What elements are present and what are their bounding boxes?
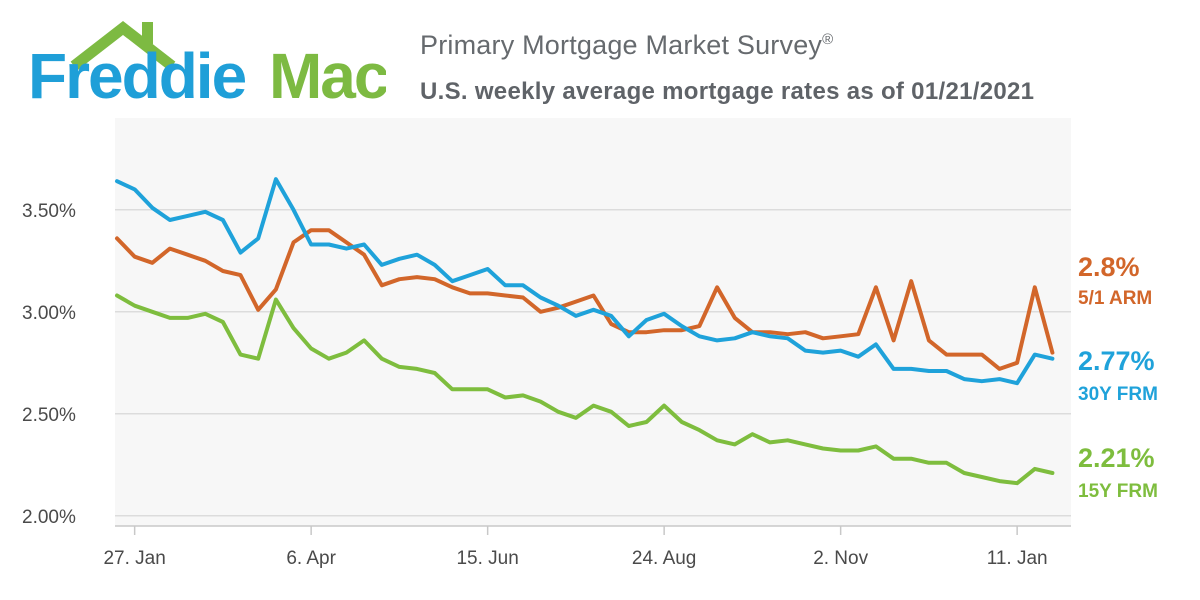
series-lines bbox=[115, 177, 1055, 486]
logo-text-mac: Mac bbox=[269, 40, 386, 110]
x-tick-label: 6. Apr bbox=[286, 548, 336, 569]
series-line-15y-frm bbox=[115, 293, 1055, 486]
logo-text-freddie: Freddie bbox=[28, 40, 246, 110]
x-tick-label: 2. Nov bbox=[813, 548, 868, 569]
chart-subtitle: U.S. weekly average mortgage rates as of… bbox=[420, 78, 1035, 105]
y-axis-ticks: 2.00% 2.50% 3.00% 3.50% bbox=[22, 201, 76, 528]
end-value-30y-frm: 2.77% bbox=[1078, 346, 1155, 376]
y-tick-label: 2.00% bbox=[22, 507, 76, 528]
svg-text:Freddie Mac: Freddie Mac bbox=[28, 40, 386, 110]
chart-title: Primary Mortgage Market Survey® bbox=[420, 30, 834, 60]
x-tick-label: 11. Jan bbox=[987, 548, 1048, 569]
end-labels: 2.8% 5/1 ARM 2.77% 30Y FRM 2.21% 15Y FRM bbox=[1078, 252, 1158, 502]
logo-roof-icon bbox=[70, 21, 176, 71]
freddie-mac-logo: Freddie Mac bbox=[28, 21, 386, 110]
x-tick-label: 27. Jan bbox=[103, 548, 165, 569]
registered-mark: ® bbox=[822, 31, 834, 48]
legend-label-30y-frm: 30Y FRM bbox=[1078, 384, 1158, 405]
x-tick-label: 15. Jun bbox=[456, 548, 518, 569]
plot-area bbox=[115, 118, 1071, 526]
series-line-5-1-arm bbox=[115, 228, 1055, 371]
series-line-30y-frm bbox=[115, 177, 1055, 386]
end-value-5-1-arm: 2.8% bbox=[1078, 252, 1140, 282]
x-tick-label: 24. Aug bbox=[632, 548, 696, 569]
logo-chimney-icon bbox=[142, 22, 153, 44]
y-tick-label: 3.00% bbox=[22, 303, 76, 324]
legend-label-15y-frm: 15Y FRM bbox=[1078, 481, 1158, 502]
legend-label-5-1-arm: 5/1 ARM bbox=[1078, 288, 1152, 309]
end-value-15y-frm: 2.21% bbox=[1078, 443, 1155, 473]
x-axis: 27. Jan 6. Apr 15. Jun 24. Aug 2. Nov 11. Jan bbox=[103, 525, 1071, 569]
y-tick-label: 3.50% bbox=[22, 201, 76, 222]
y-tick-label: 2.50% bbox=[22, 405, 76, 426]
